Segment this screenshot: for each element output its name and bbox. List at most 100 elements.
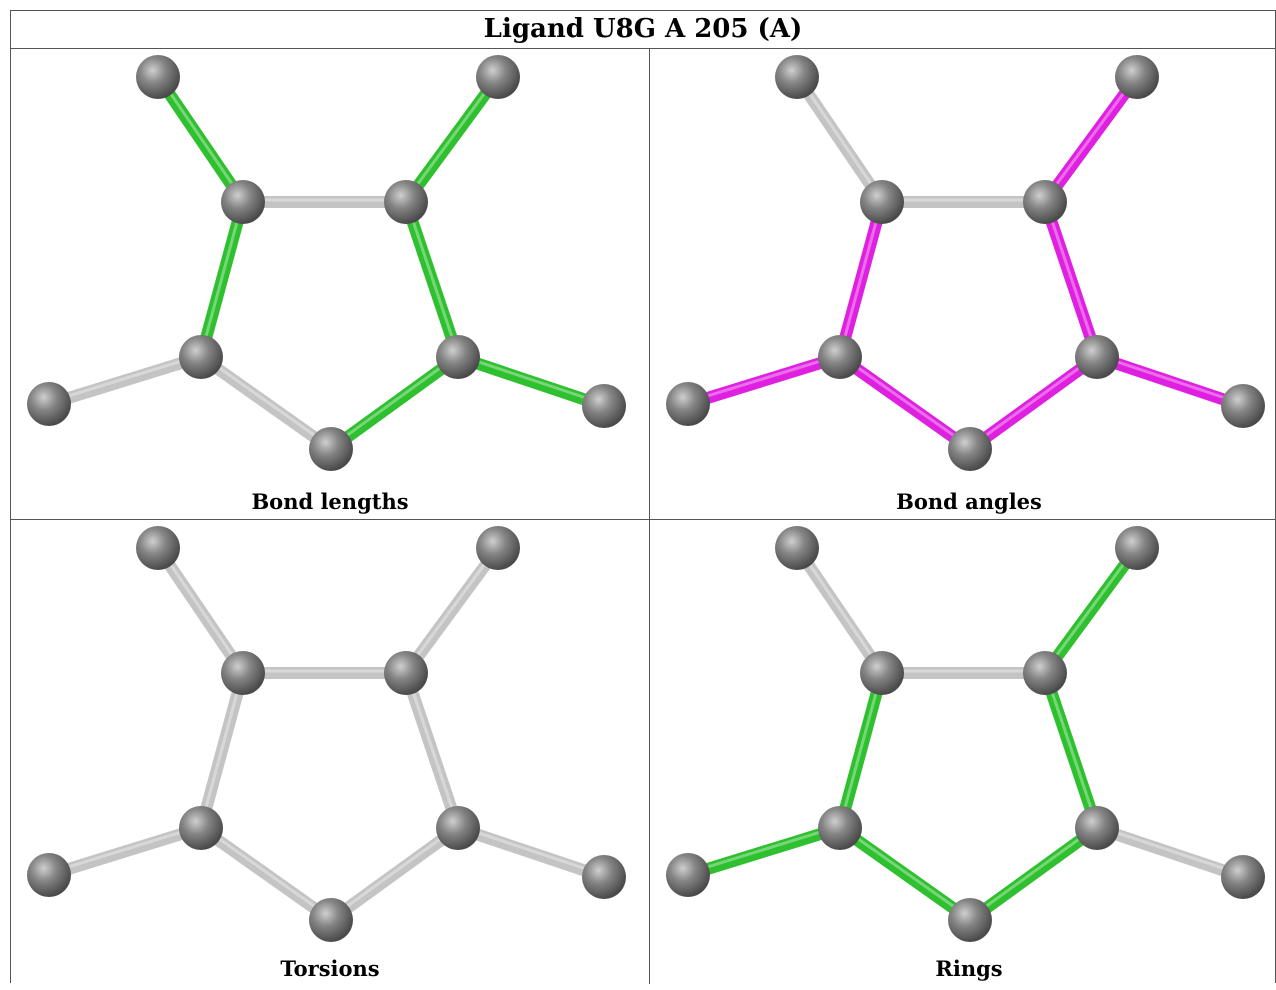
atom-0 xyxy=(136,526,180,570)
molecule-torsions xyxy=(27,526,626,942)
vertical-divider xyxy=(649,49,650,984)
panel-torsions: Torsions xyxy=(11,520,649,990)
bond-4-6 xyxy=(834,351,976,455)
caption-bond-lengths: Bond lengths xyxy=(251,489,409,514)
bond-2-4 xyxy=(195,196,249,363)
bond-4-6 xyxy=(195,351,337,455)
bond-4-6 xyxy=(834,822,976,926)
bond-highlight-5-6 xyxy=(330,353,459,449)
figure-title: Ligand U8G A 205 (A) xyxy=(11,11,1275,49)
bond-highlight-1-3 xyxy=(1043,545,1139,672)
atom-4 xyxy=(818,335,862,379)
bond-1-3 xyxy=(400,542,504,679)
atom-5 xyxy=(436,335,480,379)
bond-highlight-0-2 xyxy=(156,545,245,672)
atom-2 xyxy=(221,651,265,695)
bond-2-4 xyxy=(195,667,249,834)
bond-4-7 xyxy=(43,822,207,881)
atom-4 xyxy=(179,806,223,850)
bond-highlight-5-6 xyxy=(969,353,1098,449)
atom-4 xyxy=(818,806,862,850)
bond-1-3 xyxy=(1039,71,1143,208)
molecule-bond-lengths xyxy=(27,55,626,471)
bond-2-4 xyxy=(834,196,888,363)
bond-highlight-0-2 xyxy=(795,74,884,201)
atom-6 xyxy=(948,898,992,942)
bond-0-2 xyxy=(152,71,249,208)
atom-6 xyxy=(309,427,353,471)
bond-5-6 xyxy=(325,351,464,455)
atom-4 xyxy=(179,335,223,379)
atom-0 xyxy=(136,55,180,99)
atom-3 xyxy=(1023,180,1067,224)
atom-5 xyxy=(1075,335,1119,379)
atom-8 xyxy=(1221,855,1265,899)
bond-highlight-4-6 xyxy=(839,824,971,920)
atom-0 xyxy=(775,526,819,570)
atom-2 xyxy=(860,180,904,224)
bond-5-6 xyxy=(964,822,1103,926)
atom-1 xyxy=(476,526,520,570)
caption-bond-angles: Bond angles xyxy=(896,489,1042,514)
panel-rings: Rings xyxy=(650,520,1276,990)
bond-5-8 xyxy=(452,822,610,883)
bond-highlight-4-7 xyxy=(687,824,841,875)
atom-5 xyxy=(1075,806,1119,850)
bond-highlight-5-6 xyxy=(969,824,1098,920)
atom-3 xyxy=(384,651,428,695)
atom-3 xyxy=(1023,651,1067,695)
atom-8 xyxy=(582,384,626,428)
atom-6 xyxy=(309,898,353,942)
bond-0-2 xyxy=(791,542,888,679)
bond-0-2 xyxy=(791,71,888,208)
bond-highlight-4-7 xyxy=(48,353,202,404)
bond-highlight-1-3 xyxy=(1043,74,1139,201)
bond-highlight-0-2 xyxy=(156,74,245,201)
bond-highlight-3-5 xyxy=(1043,670,1099,827)
atom-7 xyxy=(666,853,710,897)
atom-5 xyxy=(436,806,480,850)
bond-3-5 xyxy=(1039,667,1103,834)
horizontal-divider xyxy=(11,519,1275,520)
bond-highlight-5-8 xyxy=(457,353,605,406)
atom-1 xyxy=(476,55,520,99)
molecule-rings xyxy=(666,526,1265,942)
bond-highlight-5-6 xyxy=(330,824,459,920)
bond-4-7 xyxy=(682,822,846,881)
atom-6 xyxy=(948,427,992,471)
bond-highlight-2-4 xyxy=(199,199,245,356)
atom-7 xyxy=(27,382,71,426)
bond-4-6 xyxy=(195,822,337,926)
atom-3 xyxy=(384,180,428,224)
panel-bond-lengths: Bond lengths xyxy=(11,49,649,519)
bond-highlight-1-3 xyxy=(404,74,500,201)
bond-highlight-3-5 xyxy=(404,670,460,827)
panel-bond-angles: Bond angles xyxy=(650,49,1276,519)
bond-highlight-4-6 xyxy=(200,353,332,449)
atom-8 xyxy=(582,855,626,899)
bond-0-2 xyxy=(152,542,249,679)
atom-1 xyxy=(1115,526,1159,570)
bond-3-5 xyxy=(400,196,464,363)
atom-2 xyxy=(221,180,265,224)
bond-1-3 xyxy=(1039,542,1143,679)
bond-highlight-4-6 xyxy=(839,353,971,449)
bond-highlight-4-7 xyxy=(687,353,841,404)
atom-1 xyxy=(1115,55,1159,99)
bond-highlight-4-7 xyxy=(48,824,202,875)
figure-frame: Ligand U8G A 205 (A) Bond lengths Bond a… xyxy=(10,10,1276,984)
molecule-bond-angles xyxy=(666,55,1265,471)
caption-torsions: Torsions xyxy=(280,956,380,981)
bond-highlight-3-5 xyxy=(1043,199,1099,356)
bond-highlight-5-8 xyxy=(1096,353,1244,406)
bond-highlight-5-8 xyxy=(1096,824,1244,877)
bond-highlight-3-5 xyxy=(404,199,460,356)
bond-3-5 xyxy=(400,667,464,834)
bond-highlight-2-4 xyxy=(199,670,245,827)
bond-5-6 xyxy=(325,822,464,926)
bond-4-7 xyxy=(43,351,207,410)
bond-highlight-2-4 xyxy=(838,670,884,827)
bond-5-8 xyxy=(452,351,610,412)
bond-highlight-0-2 xyxy=(795,545,884,672)
bond-highlight-4-6 xyxy=(200,824,332,920)
